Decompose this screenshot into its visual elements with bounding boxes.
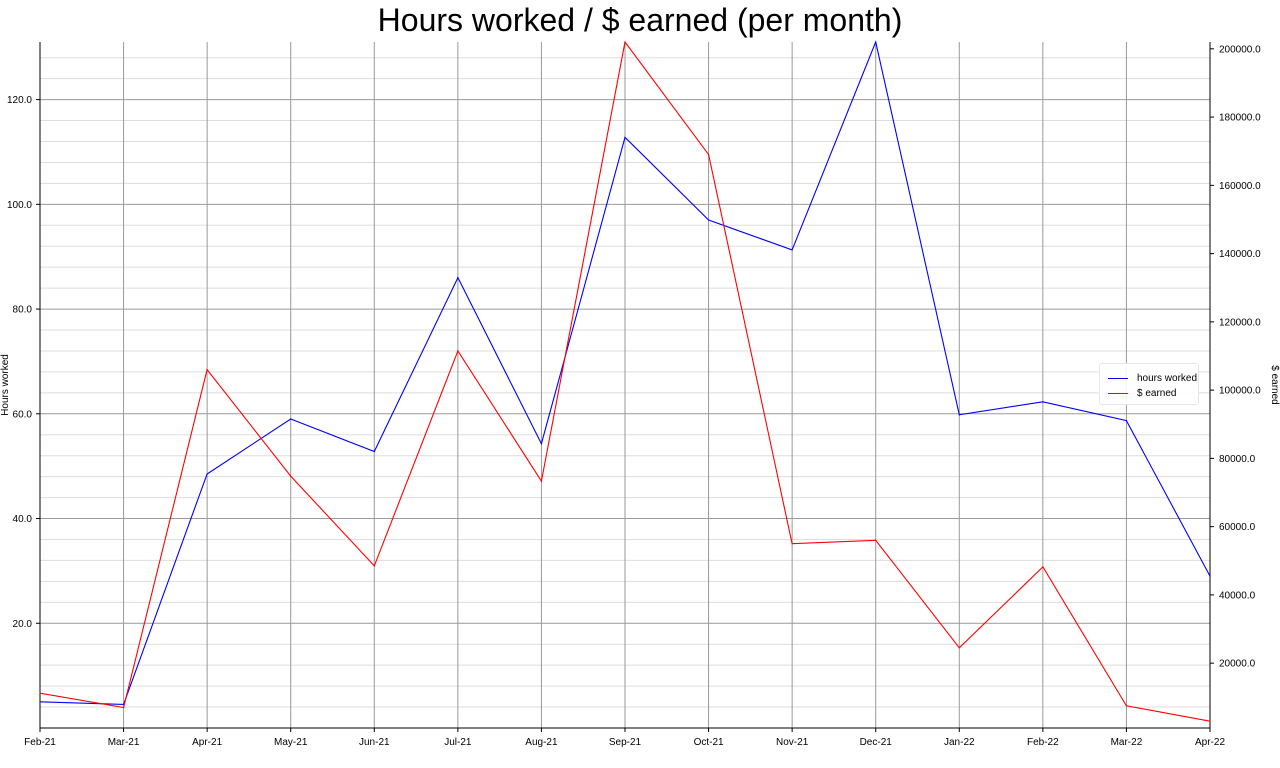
series-0-point — [39, 701, 41, 703]
x-tick-label: Mar-21 — [108, 737, 140, 748]
x-tick-label: May-21 — [274, 737, 308, 748]
series-1-point — [958, 647, 960, 649]
legend-label-hours: hours worked — [1137, 372, 1198, 384]
series-0-point — [540, 443, 543, 445]
chart-title: Hours worked / $ earned (per month) — [377, 2, 903, 38]
series-1-point — [1209, 720, 1211, 722]
series-1-point — [39, 692, 41, 694]
y-tick-label: 60.0 — [13, 409, 33, 420]
x-tick-label: Jun-21 — [359, 737, 390, 748]
series-1-point — [791, 543, 793, 545]
y2-tick-label: 160000.0 — [1219, 181, 1261, 192]
series-1-point — [1125, 705, 1128, 707]
x-tick-label: Feb-22 — [1027, 737, 1059, 748]
series-1-point — [122, 706, 125, 709]
x-tick-label: Jan-22 — [944, 737, 975, 748]
legend-swatch-hours — [1108, 377, 1128, 379]
x-tick-label: Dec-21 — [860, 737, 893, 748]
y-tick-label: 120.0 — [7, 95, 32, 106]
legend-item-hours: hours worked — [1108, 371, 1197, 385]
y2-axis-title: $ earned — [1269, 365, 1280, 404]
series-1-point — [457, 350, 459, 352]
series-1-point — [540, 480, 543, 482]
y2-tick-label: 60000.0 — [1219, 522, 1256, 533]
legend-label-earned: $ earned — [1137, 387, 1177, 399]
y2-tick-label: 80000.0 — [1219, 454, 1256, 465]
series-0-point — [958, 414, 960, 416]
series-1-point — [206, 369, 208, 371]
x-tick-label: Oct-21 — [694, 737, 724, 748]
series-0-point — [457, 277, 459, 279]
series-0-point — [1209, 575, 1211, 577]
series-1-point — [624, 41, 626, 43]
series-0-point — [707, 219, 710, 221]
y2-tick-label: 100000.0 — [1219, 386, 1261, 397]
x-tick-label: Feb-21 — [24, 737, 56, 748]
y2-tick-label: 120000.0 — [1219, 317, 1261, 328]
major-grid — [39, 42, 1211, 728]
y-axis-title: Hours worked — [0, 354, 11, 416]
x-tick-label: Nov-21 — [776, 737, 809, 748]
legend: hours worked $ earned — [1099, 363, 1199, 405]
x-tick-label: Apr-21 — [192, 737, 222, 748]
series-0-point — [624, 136, 626, 138]
x-tick-label: Apr-22 — [1195, 737, 1225, 748]
legend-item-earned: $ earned — [1108, 386, 1176, 400]
x-tick-label: Sep-21 — [609, 737, 642, 748]
series-1-point — [1042, 566, 1044, 568]
series-1-point — [290, 475, 292, 477]
legend-swatch-earned — [1108, 392, 1128, 394]
y-tick-label: 20.0 — [13, 619, 33, 630]
y2-tick-label: 20000.0 — [1219, 659, 1256, 670]
y-tick-label: 80.0 — [13, 305, 33, 316]
y2-tick-label: 40000.0 — [1219, 590, 1256, 601]
series-1-point — [707, 154, 710, 156]
axis-labels: 20.0 40.0 60.0 80.0 100.0 120.0 20000.0 40000.0… — [0, 44, 1280, 748]
series-1-point — [875, 539, 877, 541]
y-tick-label: 40.0 — [13, 514, 33, 525]
y-tick-label: 100.0 — [7, 200, 32, 211]
series-0-point — [791, 249, 793, 251]
axes — [36, 42, 1214, 732]
x-tick-label: Aug-21 — [525, 737, 558, 748]
series-0-point — [1042, 401, 1044, 403]
series-0-point — [875, 41, 877, 43]
x-tick-label: Mar-22 — [1111, 737, 1143, 748]
x-tick-label: Jul-21 — [444, 737, 472, 748]
series-0-point — [373, 450, 375, 453]
y2-tick-label: 180000.0 — [1219, 113, 1261, 124]
series-layer — [39, 40, 1211, 722]
y2-tick-label: 200000.0 — [1219, 44, 1261, 55]
series-0-point — [206, 473, 208, 475]
series-0-point — [290, 418, 292, 420]
series-0-point — [1125, 420, 1128, 422]
series-1-point — [373, 565, 375, 567]
y2-tick-label: 140000.0 — [1219, 249, 1261, 260]
